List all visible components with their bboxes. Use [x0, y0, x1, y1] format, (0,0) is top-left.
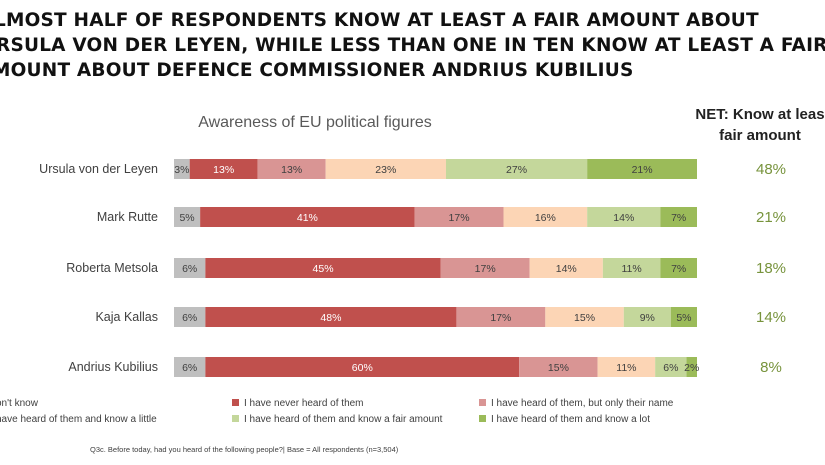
bar-segment	[200, 207, 415, 227]
net-header-line-2: fair amount	[719, 127, 801, 144]
data-label: 21%	[632, 164, 653, 176]
category-label: Andrius Kubilius	[68, 360, 158, 374]
legend-item: I have heard of them and know a lot	[479, 414, 650, 425]
net-value-label: 14%	[756, 309, 786, 326]
legend-item: on't know	[0, 398, 38, 409]
bar-segment	[440, 258, 530, 278]
bar-segment	[257, 159, 326, 179]
bar-segment	[529, 258, 603, 278]
data-label: 15%	[548, 362, 569, 374]
headline: lmost half of respondents know at least …	[0, 8, 825, 83]
data-label: 41%	[297, 212, 318, 224]
bar-segment	[686, 357, 697, 377]
bar-segment	[205, 307, 457, 327]
legend-item: I have heard of them, but only their nam…	[479, 398, 673, 409]
bar-segment	[519, 357, 598, 377]
chart-title: Awareness of EU political figures	[198, 114, 432, 131]
data-label: 7%	[671, 263, 686, 275]
data-label: 14%	[556, 263, 577, 275]
legend-swatch	[232, 398, 239, 406]
data-label: 5%	[179, 212, 194, 224]
legend-swatch	[232, 414, 239, 422]
bar-segment	[189, 159, 258, 179]
bar-segment	[445, 159, 588, 179]
data-label: 2%	[684, 362, 699, 374]
data-label: 6%	[182, 312, 197, 324]
data-label: 6%	[663, 362, 678, 374]
bar-segment	[174, 207, 201, 227]
data-label: 6%	[182, 362, 197, 374]
bar-segment	[325, 159, 446, 179]
data-label: 27%	[506, 164, 527, 176]
bar-segment	[205, 258, 441, 278]
bar-segment	[655, 357, 687, 377]
bar-segment	[587, 159, 697, 179]
legend-item: have heard of them and know a little	[0, 414, 157, 425]
bar-segment	[623, 307, 671, 327]
data-label: 45%	[313, 263, 334, 275]
data-label: 16%	[535, 212, 556, 224]
bar-segment	[205, 357, 520, 377]
bar-segment	[174, 307, 206, 327]
net-header-line-1: NET: Know at leas	[695, 106, 825, 123]
data-label: 7%	[671, 212, 686, 224]
net-column-header: NET: Know at leas fair amount	[685, 104, 825, 146]
data-label: 6%	[182, 263, 197, 275]
data-label: 23%	[375, 164, 396, 176]
bar-segment	[174, 159, 190, 179]
data-label: 48%	[320, 312, 341, 324]
headline-line-2: rsula von der Leyen, while less than one…	[0, 35, 825, 56]
category-label: Mark Rutte	[97, 210, 158, 224]
net-value-label: 18%	[756, 260, 786, 277]
headline-line-3: mount about Defence Commissioner Andrius…	[0, 60, 634, 81]
legend-label: on't know	[0, 398, 38, 409]
bar-segment	[414, 207, 504, 227]
data-label: 17%	[475, 263, 496, 275]
legend-label: I have heard of them, but only their nam…	[491, 398, 674, 409]
data-label: 13%	[213, 164, 234, 176]
bar-segment	[597, 357, 656, 377]
legend-label: I have heard of them and know a lot	[491, 414, 650, 425]
net-value-label: 21%	[756, 209, 786, 226]
category-label: Kaja Kallas	[95, 310, 158, 324]
data-label: 3%	[174, 164, 189, 176]
legend-label: I have never heard of them	[244, 398, 364, 409]
bar-segment	[503, 207, 588, 227]
bar-segment	[670, 307, 697, 327]
legend-item: I have never heard of them	[232, 398, 364, 409]
bar-segment	[174, 357, 206, 377]
data-label: 11%	[616, 362, 636, 374]
category-label: Ursula von der Leyen	[39, 162, 158, 176]
legend-swatch	[479, 414, 486, 422]
data-label: 15%	[574, 312, 595, 324]
footnote: Q3c. Before today, had you heard of the …	[90, 445, 399, 454]
data-label: 60%	[352, 362, 373, 374]
bar-segment	[545, 307, 624, 327]
legend-label: I have heard of them and know a fair amo…	[244, 414, 443, 425]
legend-swatch	[479, 398, 486, 406]
bar-segment	[602, 258, 661, 278]
data-label: 17%	[449, 212, 470, 224]
data-label: 13%	[281, 164, 302, 176]
bar-segment	[174, 258, 206, 278]
legend-label: have heard of them and know a little	[0, 414, 157, 425]
data-label: 5%	[676, 312, 691, 324]
bar-segment	[456, 307, 546, 327]
bar-segment	[587, 207, 661, 227]
legend-item: I have heard of them and know a fair amo…	[232, 414, 442, 425]
bar-segment	[660, 258, 697, 278]
net-value-label: 48%	[756, 161, 786, 178]
data-label: 11%	[622, 263, 642, 275]
bar-segment	[660, 207, 697, 227]
net-value-label: 8%	[760, 359, 782, 376]
headline-line-1: lmost half of respondents know at least …	[0, 10, 759, 31]
data-label: 9%	[640, 312, 655, 324]
category-label: Roberta Metsola	[66, 261, 158, 275]
data-label: 17%	[490, 312, 511, 324]
data-label: 14%	[613, 212, 634, 224]
